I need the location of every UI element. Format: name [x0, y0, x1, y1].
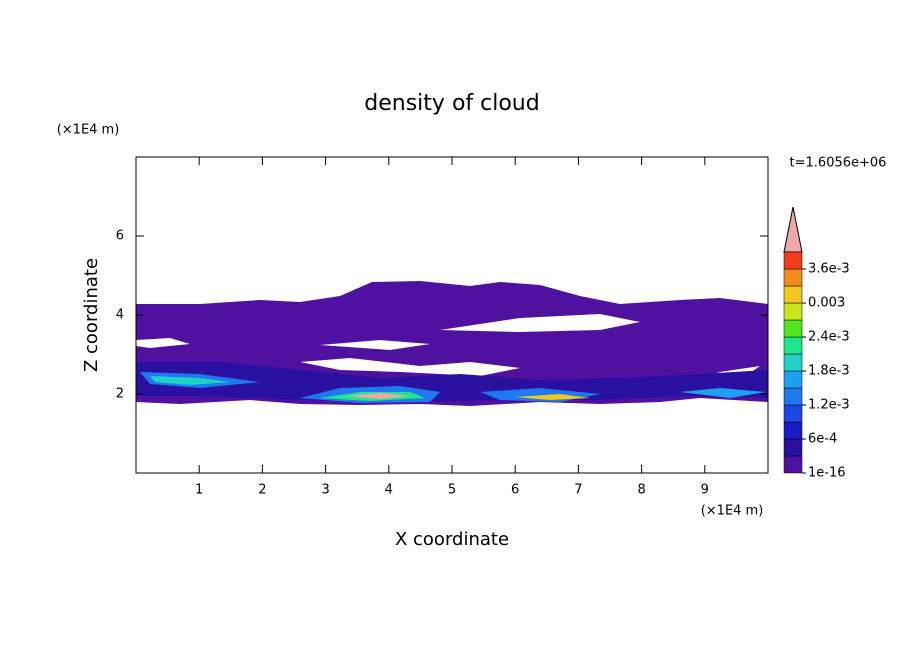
- y-tick-label: 6: [116, 229, 124, 244]
- colorbar-swatch: [783, 302, 803, 321]
- colorbar-swatch: [783, 438, 803, 457]
- colorbar-swatch: [783, 455, 803, 474]
- cloud-band: [136, 362, 768, 402]
- colorbar-swatch: [783, 268, 803, 287]
- colorbar-swatch: [783, 387, 803, 406]
- colorbar-swatch: [783, 404, 803, 423]
- colorbar-tick-label: 1.2e-3: [808, 398, 850, 413]
- cloud-gap: [320, 340, 430, 350]
- cloud-band: [680, 388, 766, 398]
- x-tick-label: 4: [385, 483, 393, 498]
- y-axis-label: Z coordinate: [81, 258, 102, 372]
- cloud-band: [150, 376, 230, 385]
- colorbar-tick-label: 6e-4: [808, 432, 837, 447]
- colorbar-swatch: [783, 336, 803, 355]
- cloud-gap: [136, 338, 190, 348]
- x-tick-label: 1: [195, 483, 203, 498]
- x-unit: (×1E4 m): [701, 504, 764, 519]
- x-tick-label: 3: [321, 483, 329, 498]
- colorbar-swatch: [783, 421, 803, 440]
- contour-field: [136, 281, 768, 406]
- colorbar-tick-label: 3.6e-3: [808, 262, 850, 277]
- chart-title: density of cloud: [364, 91, 539, 116]
- time-annotation: t=1.6056e+06: [790, 156, 887, 171]
- colorbar-swatch: [783, 319, 803, 338]
- x-tick-label: 6: [511, 483, 519, 498]
- x-tick-label: 9: [701, 483, 709, 498]
- colorbar-swatch: [783, 353, 803, 372]
- cloud-band: [345, 393, 410, 399]
- colorbar-tick-label: 1e-16: [808, 466, 846, 481]
- x-tick-label: 2: [258, 483, 266, 498]
- colorbar-tick-label: 1.8e-3: [808, 364, 850, 379]
- x-axis-label: X coordinate: [395, 529, 509, 550]
- y-unit: (×1E4 m): [57, 123, 120, 138]
- colorbar-swatch: [783, 251, 803, 270]
- colorbar-tick-label: 2.4e-3: [808, 330, 850, 345]
- y-tick-label: 4: [116, 308, 124, 323]
- colorbar-tick-label: 0.003: [808, 296, 845, 311]
- x-tick-label: 5: [448, 483, 456, 498]
- cloud-band: [515, 394, 590, 400]
- cloud-gap: [300, 358, 520, 376]
- x-tick-label: 7: [574, 483, 582, 498]
- colorbar-swatch: [783, 370, 803, 389]
- colorbar-swatch: [783, 285, 803, 304]
- y-tick-label: 2: [116, 387, 124, 402]
- x-tick-label: 8: [637, 483, 645, 498]
- colorbar-extend: [783, 206, 803, 253]
- cloud-gap: [440, 314, 640, 332]
